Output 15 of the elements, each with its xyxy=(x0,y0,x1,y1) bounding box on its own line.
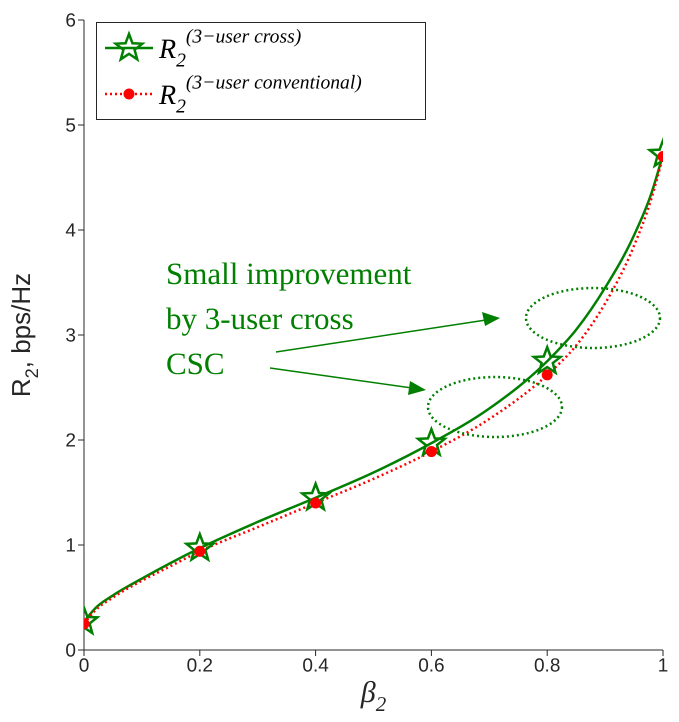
y-axis-title: R2, bps/Hz xyxy=(6,272,42,398)
x-tick-label: 0 xyxy=(78,655,90,676)
y-tick-label: 4 xyxy=(65,220,76,242)
y-tick-label: 3 xyxy=(65,326,76,347)
y-tick-label: 0 xyxy=(65,640,76,662)
y-tick-label: 2 xyxy=(65,430,76,452)
x-tick-label: 0.4 xyxy=(302,655,330,676)
y-tick-label: 1 xyxy=(65,536,76,557)
y-tick-label: 6 xyxy=(65,10,76,32)
annotation: Small improvement by 3-user cross CSC xyxy=(166,256,412,381)
x-tick-label: 1 xyxy=(658,655,668,676)
x-tick-label: 0.6 xyxy=(418,655,445,676)
x-tick-label: 0.8 xyxy=(534,655,560,676)
y-tick-label: 5 xyxy=(65,116,76,137)
x-tick-label: 0.2 xyxy=(186,655,214,676)
